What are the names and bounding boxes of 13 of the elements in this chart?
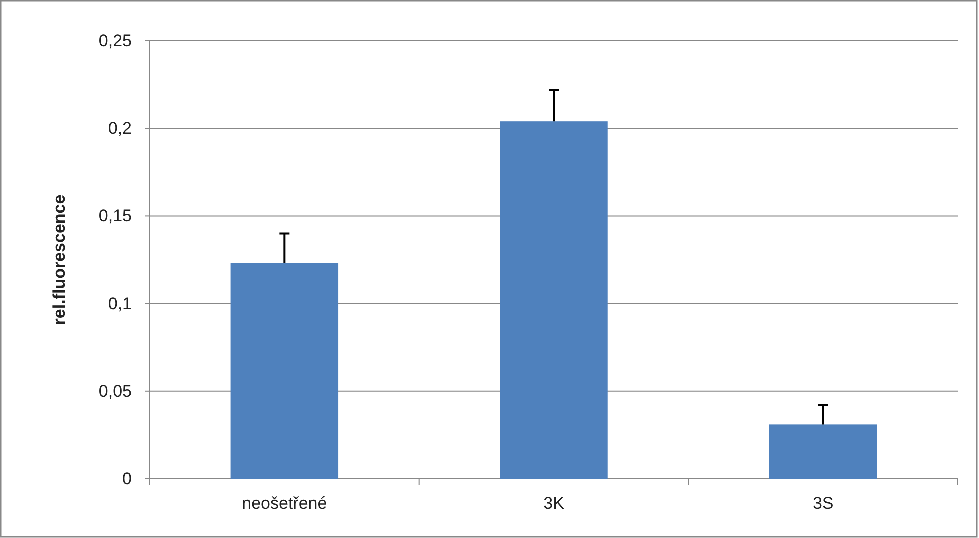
x-tick-label: neošetřené xyxy=(242,494,328,514)
x-tick-label: 3S xyxy=(812,494,834,514)
bar xyxy=(769,424,878,479)
y-tick-label: 0 xyxy=(122,469,132,488)
y-axis-title: rel.fluorescence xyxy=(50,194,69,326)
x-tick-label: 3K xyxy=(544,494,566,514)
y-tick-label: 0,25 xyxy=(98,31,132,50)
y-tick-label: 0,15 xyxy=(98,206,132,226)
bar xyxy=(230,264,339,479)
y-tick-label: 0,1 xyxy=(108,294,132,314)
y-tick-label: 0,2 xyxy=(108,119,132,138)
y-tick-label: 0,05 xyxy=(98,382,132,401)
bar xyxy=(500,122,608,479)
